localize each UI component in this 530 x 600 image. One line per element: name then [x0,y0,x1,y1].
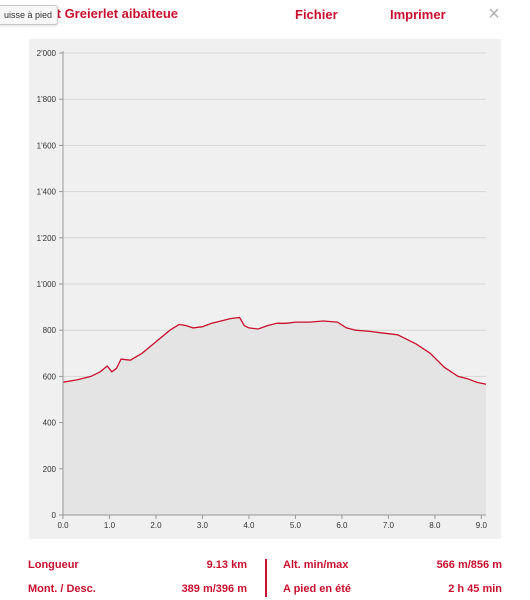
y-tick-label: 1'400 [37,188,57,197]
x-tick-label: 9.0 [476,521,488,530]
close-icon[interactable]: × [488,3,500,25]
x-tick-label: 7.0 [383,521,395,530]
y-tick-label: 800 [43,326,57,335]
altitude-value: 566 m/856 m [436,559,502,571]
y-tick-labels: 0 200 400 600 800 1'000 1'200 1'400 1'600 1'800 2'… [37,49,57,520]
y-tick-label: 1'600 [37,141,57,150]
walking-time-value: 2 h 45 min [448,583,502,595]
length-label: Longueur [28,559,79,571]
elevation-chart: 0 200 400 600 800 1'000 1'200 1'400 1'600 1'800 2'… [29,39,501,539]
y-tick-label: 1'200 [37,234,57,243]
x-tick-labels: 0.0 1.0 2.0 3.0 4.0 5.0 6.0 7.0 8.0 9.0 [57,521,487,530]
x-tick-label: 4.0 [243,521,255,530]
y-tick-label: 0 [52,511,57,520]
elevation-area [63,317,486,515]
tooltip: uisse à pied [0,5,59,25]
y-tick-label: 2'000 [37,49,57,58]
x-tick-label: 2.0 [150,521,162,530]
file-menu-button[interactable]: Fichier [295,7,338,22]
x-tick-label: 8.0 [429,521,441,530]
x-tick-label: 5.0 [290,521,302,530]
axes [59,51,486,519]
altitude-label: Alt. min/max [283,559,349,571]
y-tick-label: 1'800 [37,95,57,104]
y-tick-label: 400 [43,419,57,428]
x-tick-label: 0.0 [57,521,69,530]
route-stats: Longueur 9.13 km Mont. / Desc. 389 m/396… [0,552,530,600]
header: chterlet Greierlet aibaiteue uisse à pie… [0,0,530,32]
x-tick-label: 1.0 [104,521,116,530]
length-value: 9.13 km [206,559,247,571]
x-tick-label: 3.0 [197,521,209,530]
elevation-profile-svg: 0 200 400 600 800 1'000 1'200 1'400 1'600 1'800 2'… [29,39,501,539]
walking-time-label: A pied en été [283,583,352,595]
ascent-descent-label: Mont. / Desc. [28,583,96,595]
y-tick-label: 600 [43,372,57,381]
elevation-line [62,316,487,385]
x-tick-label: 6.0 [336,521,348,530]
y-tick-label: 200 [43,465,57,474]
stats-divider [265,559,267,597]
print-button[interactable]: Imprimer [390,7,446,22]
ascent-descent-value: 389 m/396 m [181,583,247,595]
y-tick-label: 1'000 [37,280,57,289]
